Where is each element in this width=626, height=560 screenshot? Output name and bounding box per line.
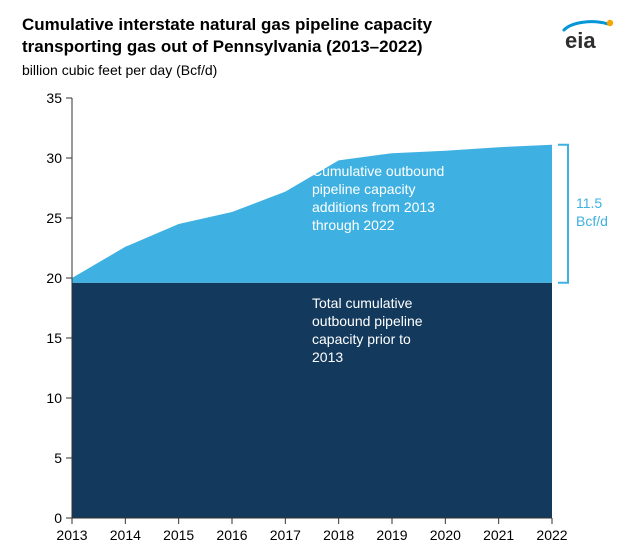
y-tick-label: 15 [46,330,62,346]
x-tick-label: 2022 [536,527,567,543]
eia-logo: eia [558,14,614,54]
chart-annotation: pipeline capacity [312,181,416,197]
chart-annotation: through 2022 [312,217,395,233]
callout-bracket [558,145,568,283]
y-tick-label: 25 [46,210,62,226]
chart-annotation: capacity prior to [312,331,411,347]
x-tick-label: 2014 [110,527,141,543]
y-tick-label: 5 [54,450,62,466]
svg-text:eia: eia [565,28,596,53]
x-tick-label: 2021 [483,527,514,543]
chart-annotation: Total cumulative [312,295,413,311]
y-tick-label: 0 [54,510,62,526]
area-chart: 0 5 10 15 20 25 30 35 2013 2014 2015 2016 2017 2018 20… [22,88,614,548]
chart-annotation: 2013 [312,349,343,365]
x-tick-label: 2015 [163,527,194,543]
callout-label: Bcf/d [576,213,608,229]
y-tick-label: 35 [46,90,62,106]
y-tick-label: 10 [46,390,62,406]
y-tick-label: 30 [46,150,62,166]
x-tick-label: 2013 [56,527,87,543]
x-tick-label: 2016 [216,527,247,543]
x-tick-label: 2018 [323,527,354,543]
x-tick-label: 2019 [376,527,407,543]
callout-label: 11.5 [576,195,602,211]
x-tick-label: 2017 [270,527,301,543]
chart-title: Cumulative interstate natural gas pipeli… [22,14,502,58]
chart-annotation: additions from 2013 [312,199,435,215]
chart-subtitle: billion cubic feet per day (Bcf/d) [22,62,502,78]
chart-annotation: outbound pipeline [312,313,423,329]
x-tick-label: 2020 [430,527,461,543]
chart-annotation: Cumulative outbound [312,163,444,179]
y-tick-label: 20 [46,270,62,286]
